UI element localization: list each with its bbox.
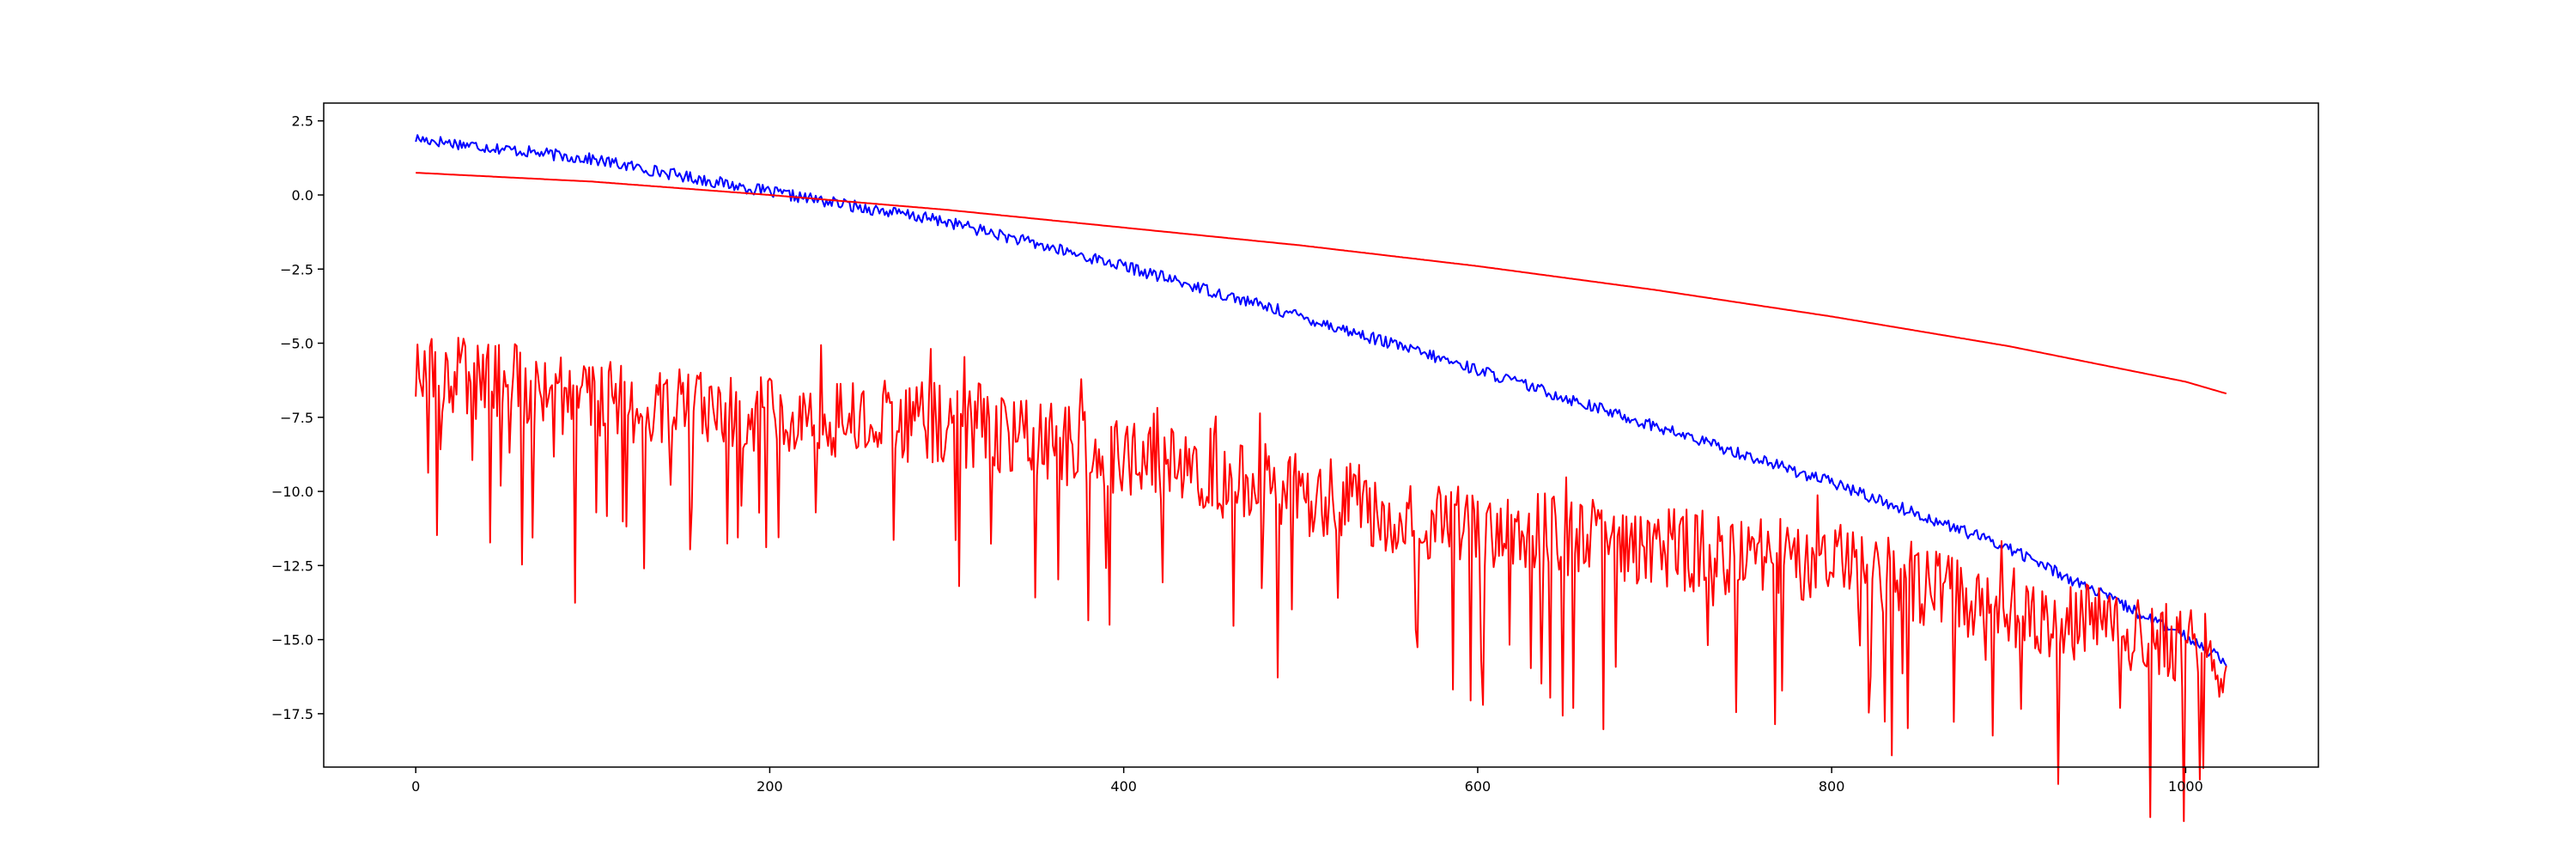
- y-tick-label: −7.5: [280, 410, 313, 426]
- y-tick-label: −15.0: [271, 632, 313, 649]
- axes-frame: [323, 102, 2319, 768]
- x-tick-label: 600: [1465, 778, 1492, 795]
- series-line-3: [415, 337, 2227, 822]
- plot-lines: [415, 134, 2227, 822]
- series-line-2: [416, 172, 2227, 395]
- y-tick-label: −5.0: [280, 336, 313, 352]
- y-tick-label: −10.0: [271, 484, 313, 500]
- y-axis: 2.5 0.0 −2.5 −5.0 −7.5 −10.0 −12.5 −15.0 −17.5: [271, 113, 324, 722]
- x-axis: 0 200 400 600 800 1000: [411, 767, 2203, 795]
- x-tick-label: 0: [411, 778, 420, 795]
- y-tick-label: −12.5: [271, 557, 313, 574]
- x-tick-label: 1000: [2168, 778, 2203, 795]
- series-line-1: [415, 134, 2227, 667]
- x-tick-label: 200: [756, 778, 783, 795]
- y-tick-label: −17.5: [271, 706, 313, 722]
- x-tick-label: 400: [1110, 778, 1137, 795]
- y-tick-label: 0.0: [292, 187, 313, 204]
- y-tick-label: −2.5: [280, 261, 313, 277]
- x-tick-label: 800: [1819, 778, 1845, 795]
- y-tick-label: 2.5: [292, 113, 313, 130]
